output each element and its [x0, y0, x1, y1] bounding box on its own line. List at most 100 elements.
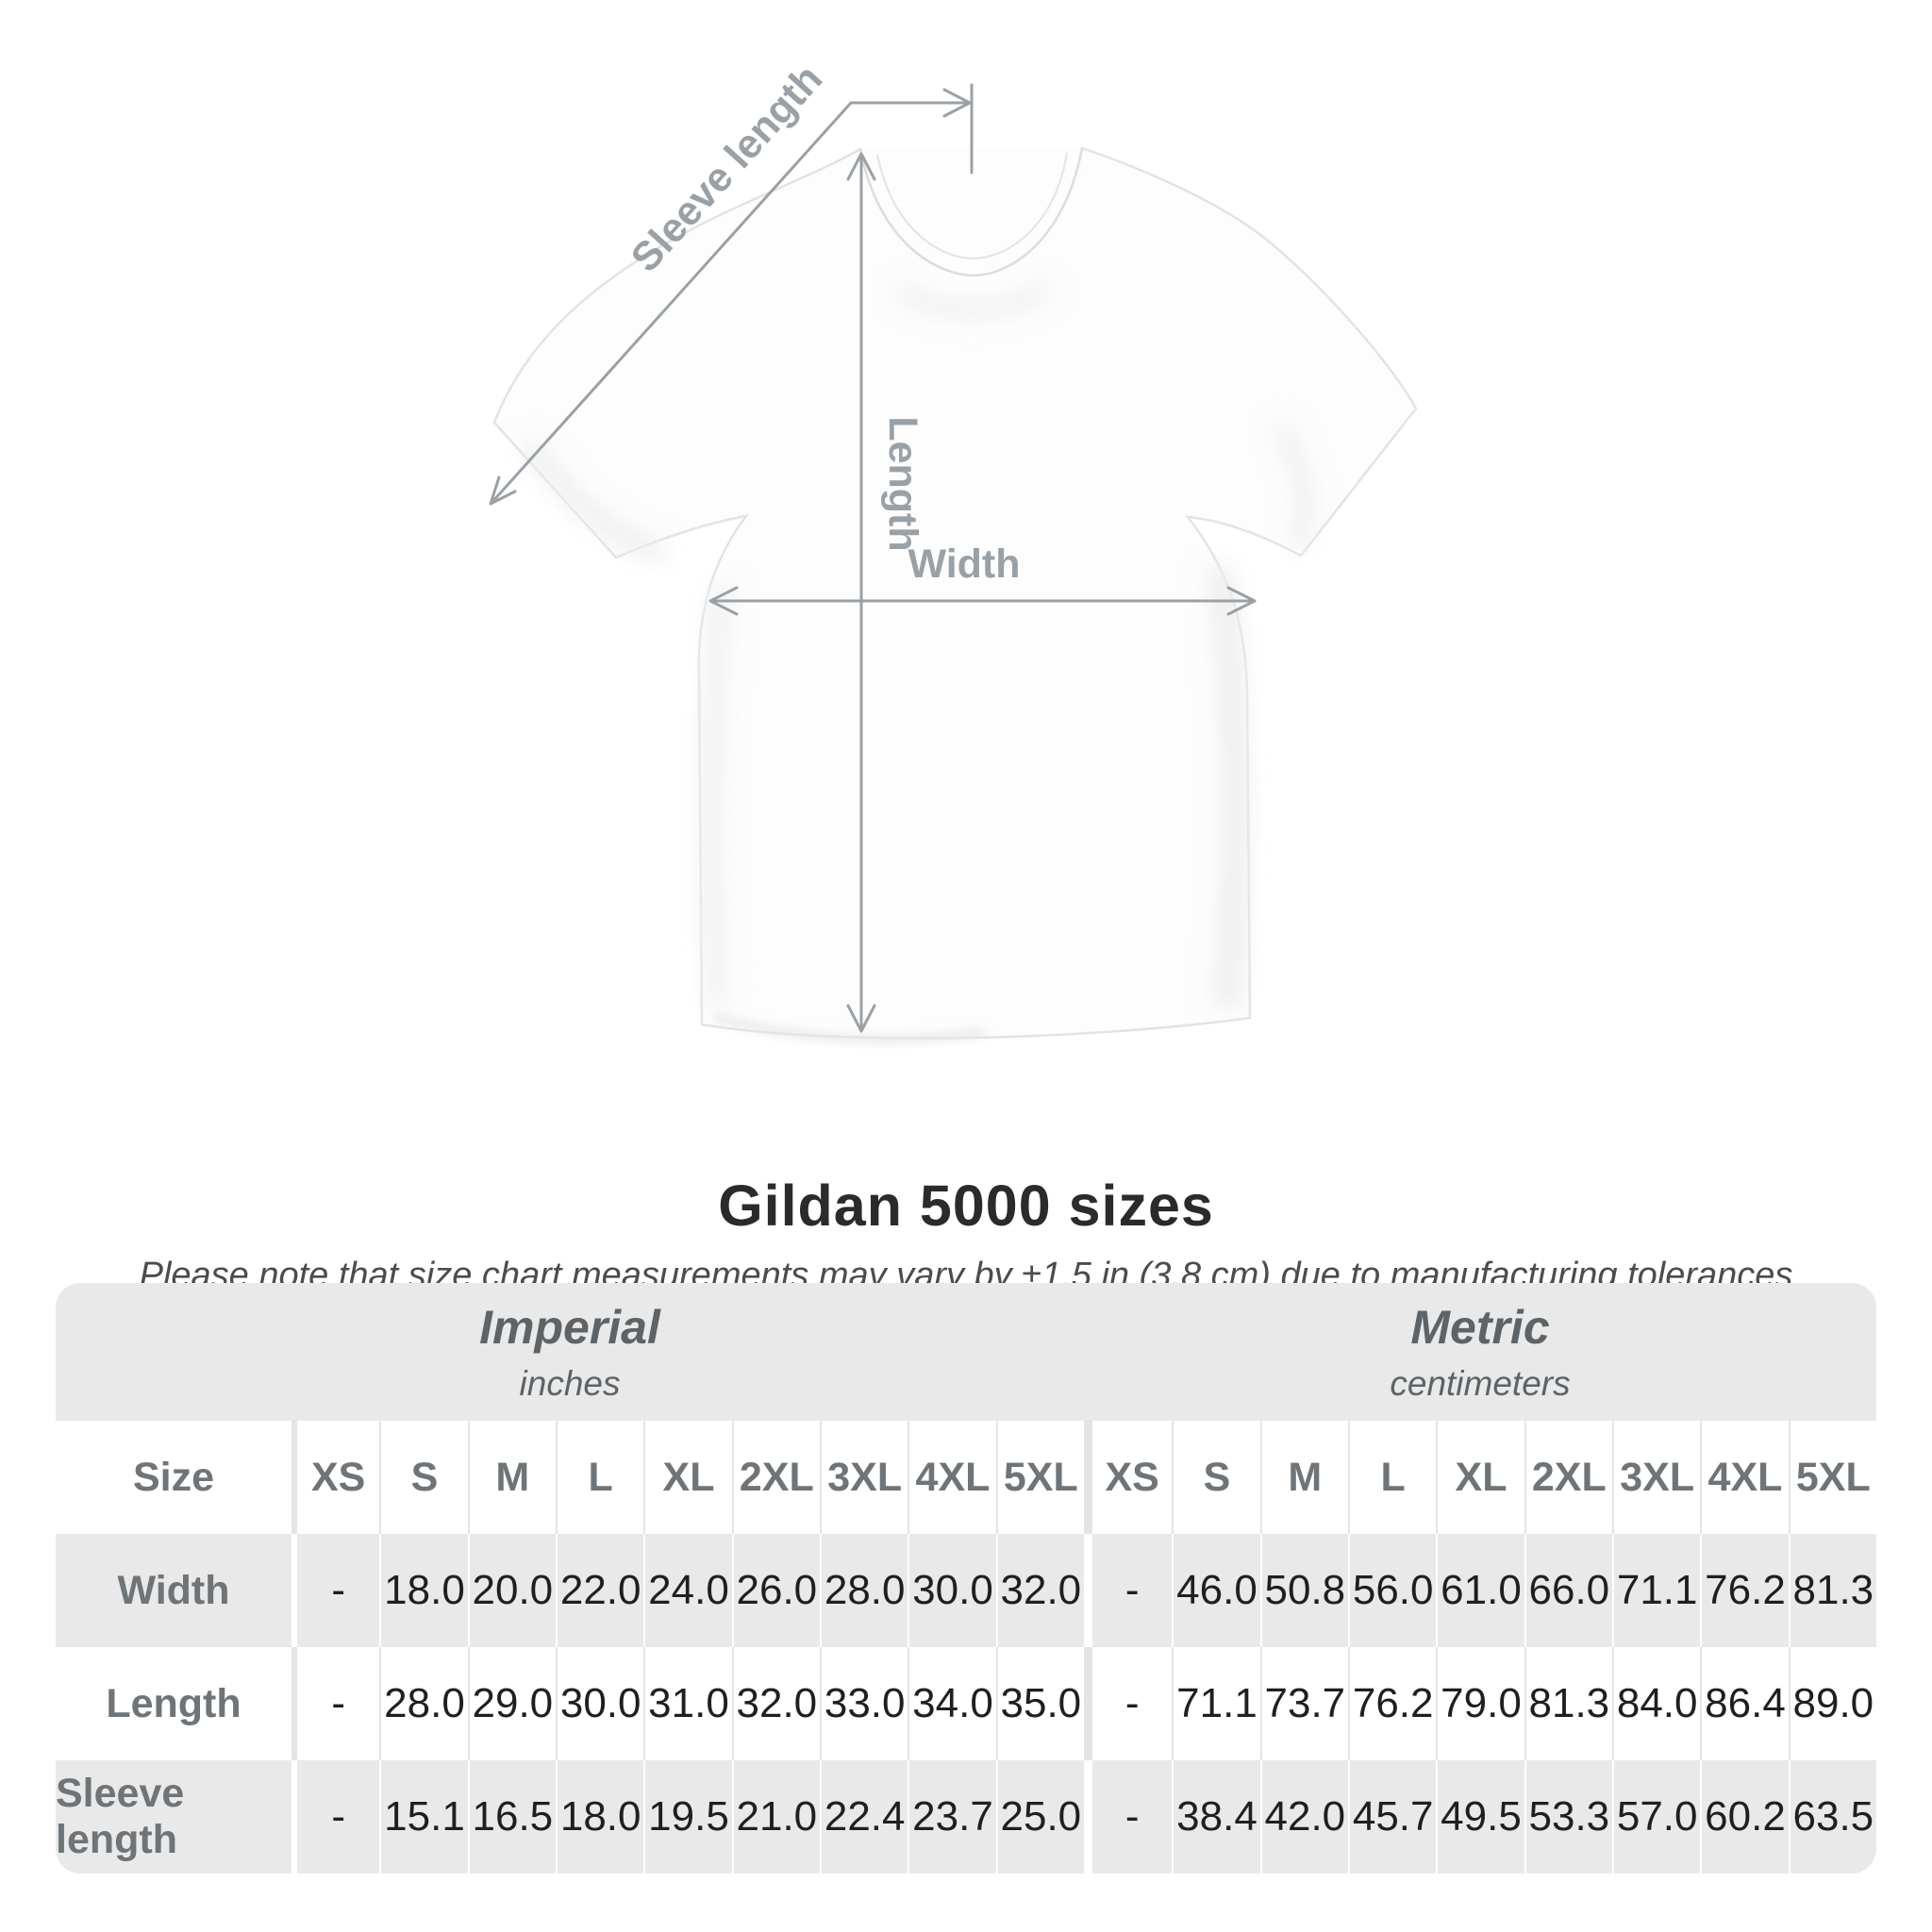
value-imperial-4xl: 30.0: [908, 1534, 996, 1647]
collar-inner-edge: [876, 152, 1068, 260]
unit-group-imperial: Imperial inches: [56, 1283, 1084, 1421]
length-label: Length: [880, 416, 925, 551]
value-metric-s: 71.1: [1172, 1647, 1260, 1760]
value-imperial-l: 22.0: [556, 1534, 644, 1647]
value-imperial-5xl: 32.0: [995, 1534, 1084, 1647]
value-metric-3xl: 84.0: [1612, 1647, 1701, 1760]
table-body: Width -18.0 20.0 22.0 24.0 26.0 28.0 30.0 32.0-4…: [56, 1534, 1876, 1874]
value-metric-5xl: 63.5: [1788, 1760, 1876, 1874]
col-header-imperial-5xl: 5XL: [995, 1421, 1084, 1534]
value-metric-s: 38.4: [1172, 1760, 1260, 1874]
page-title: Gildan 5000 sizes: [718, 1173, 1214, 1238]
metric-unit-label: centimeters: [1390, 1364, 1571, 1403]
col-header-metric-3xl: 3XL: [1612, 1421, 1701, 1534]
col-header-imperial-4xl: 4XL: [908, 1421, 996, 1534]
measurement-annotations: [489, 83, 1257, 1033]
value-metric-xl: 79.0: [1436, 1647, 1524, 1760]
col-header-imperial-2xl: 2XL: [731, 1421, 820, 1534]
value-imperial-2xl: 32.0: [731, 1647, 820, 1760]
imperial-unit-label: inches: [519, 1364, 621, 1403]
value-imperial-l: 18.0: [556, 1760, 644, 1874]
tshirt-outline: [492, 146, 1418, 1040]
value-imperial-xl: 24.0: [643, 1534, 732, 1647]
row-label: Length: [56, 1647, 291, 1760]
col-header-metric-m: M: [1259, 1421, 1348, 1534]
length-arrow: [846, 152, 876, 1033]
value-imperial-3xl: 33.0: [820, 1647, 908, 1760]
value-metric-xs: -: [1084, 1647, 1173, 1760]
value-imperial-s: 18.0: [379, 1534, 468, 1647]
value-metric-xl: 61.0: [1436, 1534, 1524, 1647]
col-header-imperial-s: S: [379, 1421, 468, 1534]
value-imperial-m: 29.0: [467, 1647, 556, 1760]
col-header-metric-2xl: 2XL: [1524, 1421, 1612, 1534]
col-header-imperial-3xl: 3XL: [820, 1421, 908, 1534]
value-metric-l: 56.0: [1348, 1534, 1437, 1647]
value-metric-5xl: 89.0: [1788, 1647, 1876, 1760]
value-imperial-4xl: 34.0: [908, 1647, 996, 1760]
metric-label: Metric: [1410, 1301, 1550, 1354]
value-metric-2xl: 66.0: [1524, 1534, 1612, 1647]
value-imperial-5xl: 25.0: [995, 1760, 1084, 1874]
col-header-metric-s: S: [1172, 1421, 1260, 1534]
value-imperial-3xl: 22.4: [820, 1760, 908, 1874]
value-metric-xs: -: [1084, 1534, 1173, 1647]
value-metric-4xl: 86.4: [1700, 1647, 1789, 1760]
value-metric-l: 76.2: [1348, 1647, 1437, 1760]
value-imperial-s: 15.1: [379, 1760, 468, 1874]
sleeve-length-arrow: [489, 88, 972, 506]
imperial-label: Imperial: [479, 1301, 660, 1354]
unit-header-band: Imperial inches Metric centimeters: [56, 1283, 1876, 1421]
value-imperial-s: 28.0: [379, 1647, 468, 1760]
table-row-sleeve-length: Sleeve length -15.1 16.5 18.0 19.5 21.0 22.4 23…: [56, 1760, 1876, 1874]
value-imperial-m: 20.0: [467, 1534, 556, 1647]
row-label: Sleeve length: [56, 1760, 291, 1874]
tshirt-shading: [520, 279, 1314, 1009]
size-column-header: Size: [56, 1421, 291, 1534]
col-header-imperial-xs: XS: [291, 1421, 380, 1534]
col-header-metric-5xl: 5XL: [1788, 1421, 1876, 1534]
col-header-metric-xs: XS: [1084, 1421, 1173, 1534]
value-metric-4xl: 60.2: [1700, 1760, 1789, 1874]
value-metric-m: 42.0: [1259, 1760, 1348, 1874]
tshirt-measurement-diagram: Sleeve length Length Width: [489, 57, 1418, 1043]
value-imperial-l: 30.0: [556, 1647, 644, 1760]
value-imperial-xl: 31.0: [643, 1647, 732, 1760]
value-imperial-xs: -: [291, 1534, 380, 1647]
value-imperial-5xl: 35.0: [995, 1647, 1084, 1760]
value-imperial-2xl: 21.0: [731, 1760, 820, 1874]
value-metric-4xl: 76.2: [1700, 1534, 1789, 1647]
table-row-width: Width -18.0 20.0 22.0 24.0 26.0 28.0 30.0 32.0-4…: [56, 1534, 1876, 1647]
value-metric-3xl: 71.1: [1612, 1534, 1701, 1647]
value-metric-2xl: 53.3: [1524, 1760, 1612, 1874]
value-metric-2xl: 81.3: [1524, 1647, 1612, 1760]
value-imperial-2xl: 26.0: [731, 1534, 820, 1647]
value-metric-xl: 49.5: [1436, 1760, 1524, 1874]
value-metric-s: 46.0: [1172, 1534, 1260, 1647]
value-metric-3xl: 57.0: [1612, 1760, 1701, 1874]
value-metric-5xl: 81.3: [1788, 1534, 1876, 1647]
collar-outer-edge: [858, 147, 1084, 277]
table-header-row: Size XS S M L XL 2XL 3XL 4XL 5XL XS S M L XL 2XL 3XL 4XL 5…: [56, 1421, 1876, 1534]
width-label: Width: [908, 541, 1020, 587]
value-metric-xs: -: [1084, 1760, 1173, 1874]
value-imperial-xl: 19.5: [643, 1760, 732, 1874]
value-imperial-4xl: 23.7: [908, 1760, 996, 1874]
table-row-length: Length -28.0 29.0 30.0 31.0 32.0 33.0 34.0 35.0-…: [56, 1647, 1876, 1760]
value-metric-m: 50.8: [1259, 1534, 1348, 1647]
row-label: Width: [56, 1534, 291, 1647]
unit-group-metric: Metric centimeters: [1084, 1283, 1876, 1421]
value-imperial-m: 16.5: [467, 1760, 556, 1874]
collar: [858, 147, 1084, 277]
size-table: Imperial inches Metric centimeters Size X…: [56, 1283, 1876, 1874]
value-imperial-xs: -: [291, 1647, 380, 1760]
width-arrow: [708, 586, 1257, 616]
col-header-metric-xl: XL: [1436, 1421, 1524, 1534]
col-header-metric-4xl: 4XL: [1700, 1421, 1789, 1534]
hem-wrinkle: [713, 1013, 986, 1043]
value-imperial-xs: -: [291, 1760, 380, 1874]
value-metric-l: 45.7: [1348, 1760, 1437, 1874]
col-header-metric-l: L: [1348, 1421, 1437, 1534]
value-imperial-3xl: 28.0: [820, 1534, 908, 1647]
col-header-imperial-m: M: [467, 1421, 556, 1534]
